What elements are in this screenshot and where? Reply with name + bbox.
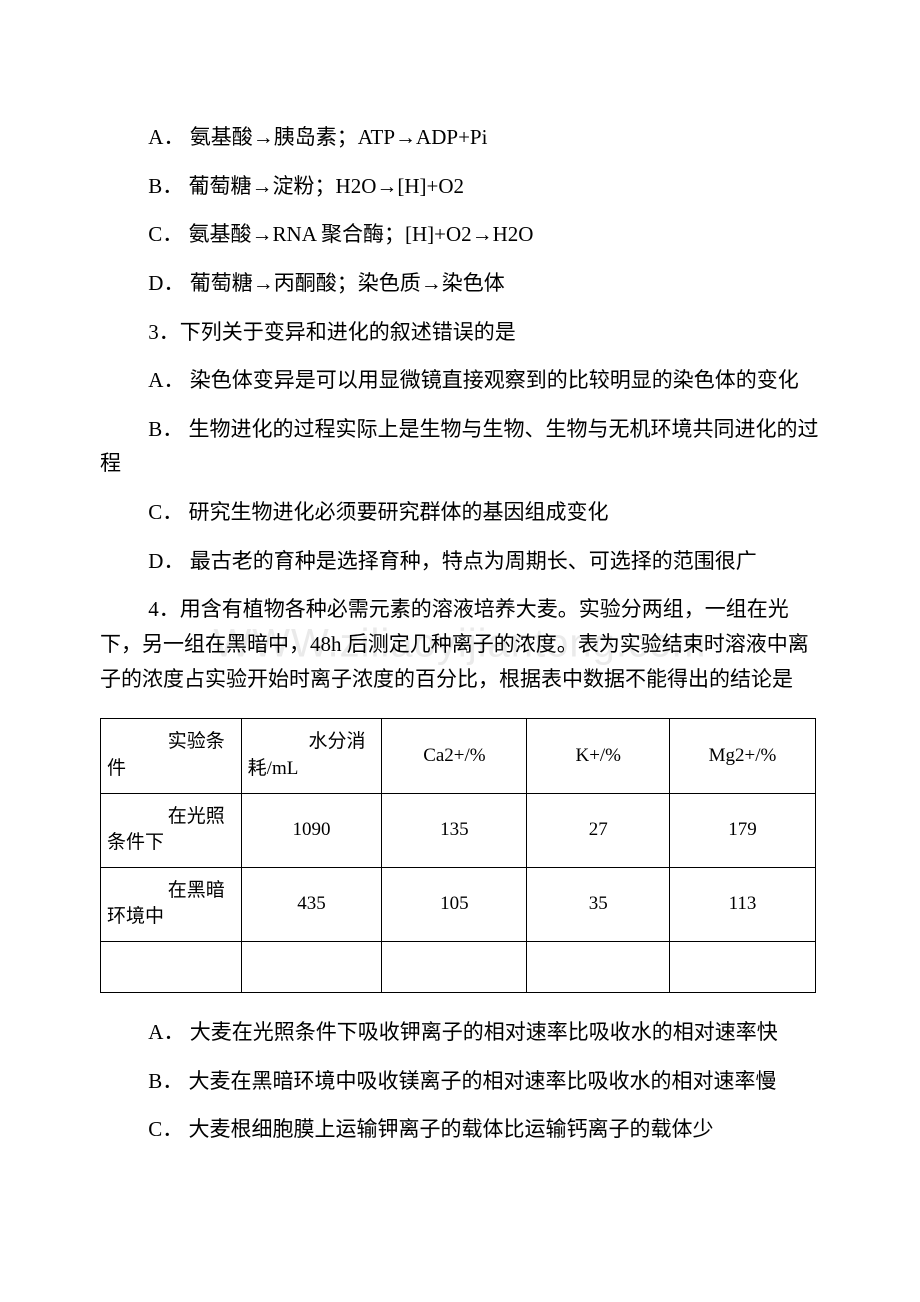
cell-cond-light: 在光照条件下 bbox=[101, 793, 242, 867]
q2-option-b: B． 葡萄糖→淀粉；H2O→[H]+O2 bbox=[100, 169, 820, 204]
cell-ca-light: 135 bbox=[382, 793, 527, 867]
q3-option-a: A． 染色体变异是可以用显微镜直接观察到的比较明显的染色体的变化 bbox=[100, 363, 820, 398]
q3-option-c: C． 研究生物进化必须要研究群体的基因组成变化 bbox=[100, 495, 820, 530]
cell-k-light: 27 bbox=[527, 793, 670, 867]
cell-water-dark: 435 bbox=[241, 867, 382, 941]
table-header-row: 实验条件 水分消耗/mL Ca2+/% K+/% Mg2+/% bbox=[101, 719, 816, 793]
document-page: A． 氨基酸→胰岛素；ATP→ADP+Pi B． 葡萄糖→淀粉；H2O→[H]+… bbox=[0, 0, 920, 1221]
th-water: 水分消耗/mL bbox=[241, 719, 382, 793]
th-mg: Mg2+/% bbox=[670, 719, 816, 793]
cell-cond-dark: 在黑暗环境中 bbox=[101, 867, 242, 941]
th-k: K+/% bbox=[527, 719, 670, 793]
q2-option-d: D． 葡萄糖→丙酮酸；染色质→染色体 bbox=[100, 266, 820, 301]
table-empty-row bbox=[101, 941, 816, 992]
table-row: 在光照条件下 1090 135 27 179 bbox=[101, 793, 816, 867]
q4-stem: 4．用含有植物各种必需元素的溶液培养大麦。实验分两组，一组在光下，另一组在黑暗中… bbox=[100, 592, 820, 696]
cell-water-light: 1090 bbox=[241, 793, 382, 867]
th-condition: 实验条件 bbox=[101, 719, 242, 793]
q3-option-b: B． 生物进化的过程实际上是生物与生物、生物与无机环境共同进化的过程 bbox=[100, 412, 820, 481]
ion-table: 实验条件 水分消耗/mL Ca2+/% K+/% Mg2+/% 在光照条件下 1… bbox=[100, 718, 816, 993]
q3-option-d: D． 最古老的育种是选择育种，特点为周期长、可选择的范围很广 bbox=[100, 544, 820, 579]
q3-stem: 3．下列关于变异和进化的叙述错误的是 bbox=[100, 315, 820, 350]
table-row: 在黑暗环境中 435 105 35 113 bbox=[101, 867, 816, 941]
cell-mg-dark: 113 bbox=[670, 867, 816, 941]
q4-stem-block: WWW.ziliaoyijiantong.com 4．用含有植物各种必需元素的溶… bbox=[100, 592, 820, 696]
q2-option-a: A． 氨基酸→胰岛素；ATP→ADP+Pi bbox=[100, 120, 820, 155]
q4-option-c: C． 大麦根细胞膜上运输钾离子的载体比运输钙离子的载体少 bbox=[100, 1112, 820, 1147]
q4-option-a: A． 大麦在光照条件下吸收钾离子的相对速率比吸收水的相对速率快 bbox=[100, 1015, 820, 1050]
cell-ca-dark: 105 bbox=[382, 867, 527, 941]
q2-option-c: C． 氨基酸→RNA 聚合酶；[H]+O2→H2O bbox=[100, 217, 820, 252]
cell-k-dark: 35 bbox=[527, 867, 670, 941]
th-ca: Ca2+/% bbox=[382, 719, 527, 793]
q4-option-b: B． 大麦在黑暗环境中吸收镁离子的相对速率比吸收水的相对速率慢 bbox=[100, 1064, 820, 1099]
cell-mg-light: 179 bbox=[670, 793, 816, 867]
